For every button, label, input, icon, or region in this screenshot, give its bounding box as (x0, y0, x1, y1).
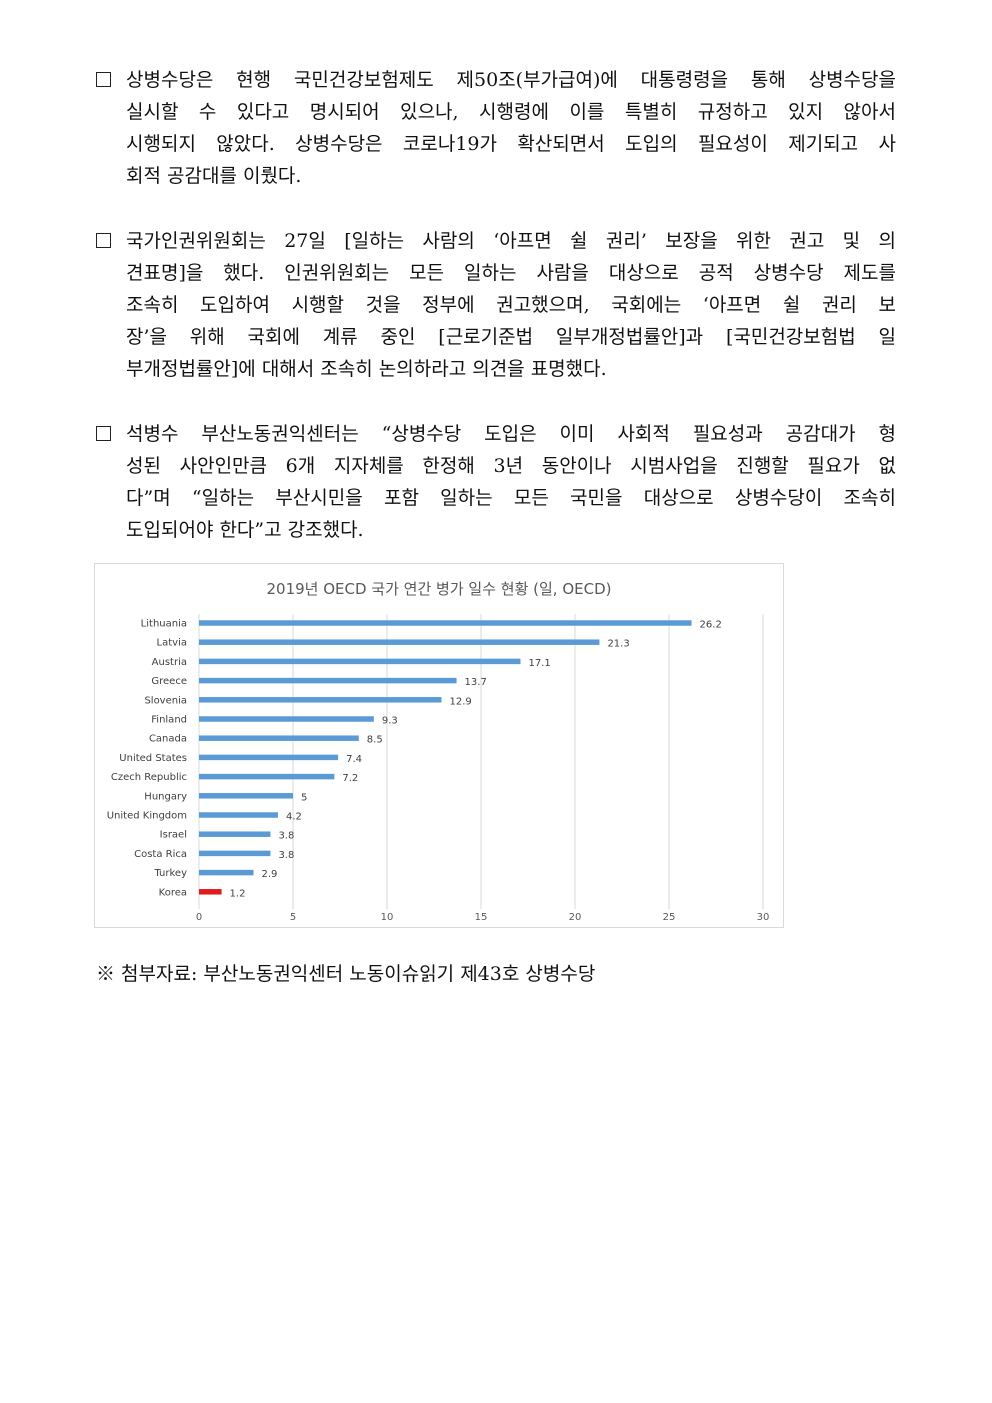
x-tick-label: 25 (663, 912, 676, 923)
data-label: 13.7 (465, 677, 487, 688)
bar (199, 735, 359, 741)
paragraph-line: 국가인권위원회는 27일 [일하는 사람의 ‘아프면 쉴 권리’ 보장을 위한 … (126, 230, 896, 252)
bar (199, 831, 271, 837)
data-label: 9.3 (382, 716, 398, 727)
chart-bars (199, 620, 692, 895)
bar (199, 773, 335, 780)
bar (199, 754, 339, 761)
paragraph-line: 시행되지 않았다. 상병수당은 코로나19가 확산되면서 도입의 필요성이 제기… (126, 133, 896, 155)
sick-leave-chart: 2019년 OECD 국가 연간 병가 일수 현황 (일, OECD) 0 5 10… (94, 563, 784, 928)
chart-canvas: 2019년 OECD 국가 연간 병가 일수 현황 (일, OECD) 0 5 10… (107, 580, 770, 924)
data-label: 7.2 (342, 773, 358, 784)
chart-title: 2019년 OECD 국가 연간 병가 일수 현황 (일, OECD) (266, 580, 611, 598)
paragraph-line: 다”며 “일하는 부산시민을 포함 일하는 모든 국민을 대상으로 상병수당이 … (126, 487, 896, 509)
bar (199, 716, 374, 722)
chart-gridlines (198, 614, 764, 909)
data-label: 2.9 (262, 869, 278, 880)
category-label: Latvia (157, 638, 187, 649)
category-label: Lithuania (141, 619, 187, 630)
paragraph-line: 석병수 부산노동권익센터는 “상병수당 도입은 이미 사회적 필요성과 공감대가… (126, 423, 896, 445)
category-label: Canada (149, 734, 187, 745)
bar (199, 620, 692, 626)
paragraph-2: 국가인권위원회는 27일 [일하는 사람의 ‘아프면 쉴 권리’ 보장을 위한 … (96, 225, 896, 385)
data-label: 5 (301, 792, 307, 803)
paragraph-line: 조속히 도입하여 시행할 것을 정부에 권고했으며, 국회에는 ‘아프면 쉴 권… (126, 294, 896, 316)
paragraph-line: 장’을 위해 국회에 계류 중인 [근로기준법 일부개정법률안]과 [국민건강보… (126, 326, 896, 348)
category-label: Finland (151, 715, 187, 726)
checkbox-bullet-icon (96, 72, 111, 87)
category-label: Israel (160, 830, 187, 841)
x-tick-label: 5 (290, 912, 296, 923)
category-label: Austria (152, 657, 187, 668)
category-label: United Kingdom (107, 811, 187, 822)
category-label: Slovenia (144, 695, 187, 706)
bar (199, 850, 271, 857)
attachment-note: ※ 첨부자료: 부산노동권익센터 노동이슈읽기 제43호 상병수당 (96, 963, 596, 985)
paragraph-line: 견표명]을 했다. 인권위원회는 모든 일하는 사람을 대상으로 공적 상병수당… (126, 262, 896, 284)
x-tick-label: 20 (569, 912, 582, 923)
paragraph-line: 실시할 수 있다고 명시되어 있으나, 시행령에 이를 특별히 규정하고 있지 … (126, 101, 896, 123)
bar (199, 677, 457, 684)
bar (199, 658, 521, 665)
category-label: Greece (151, 676, 187, 687)
data-label: 4.2 (286, 812, 302, 823)
data-label: 21.3 (607, 639, 629, 650)
checkbox-bullet-icon (96, 233, 111, 248)
bar (199, 812, 278, 818)
bar (199, 697, 442, 703)
bar (199, 889, 222, 895)
paragraph-line: 상병수당은 현행 국민건강보험제도 제50조(부가급여)에 대통령령을 통해 상… (126, 69, 896, 91)
x-tick-label: 15 (475, 912, 488, 923)
paragraph-3: 석병수 부산노동권익센터는 “상병수당 도입은 이미 사회적 필요성과 공감대가… (96, 418, 896, 546)
data-label: 12.9 (450, 696, 472, 707)
paragraph-line: 도입되어야 한다”고 강조했다. (126, 519, 364, 541)
x-tick-label: 10 (381, 912, 394, 923)
bar (199, 793, 293, 799)
paragraph-line: 부개정법률안]에 대해서 조속히 논의하라고 의견을 표명했다. (126, 358, 607, 380)
data-label: 26.2 (700, 620, 722, 631)
data-label: 17.1 (528, 658, 550, 669)
category-label: Czech Republic (111, 772, 187, 783)
chart-labels: 0 5 10 15 20 25 30 Lithuania 26.2 Latvia 21.3 Austr… (107, 619, 770, 924)
paragraph-line: 성된 사안인만큼 6개 지자체를 한정해 3년 동안이나 시범사업을 진행할 필… (126, 455, 896, 477)
data-label: 8.5 (367, 735, 383, 746)
checkbox-bullet-icon (96, 426, 111, 441)
data-label: 7.4 (346, 754, 362, 765)
data-label: 1.2 (230, 888, 246, 899)
paragraph-line: 회적 공감대를 이뤘다. (126, 165, 302, 187)
category-label: Hungary (144, 791, 187, 802)
data-label: 3.8 (278, 850, 294, 861)
x-tick-label: 0 (196, 912, 202, 923)
paragraph-1: 상병수당은 현행 국민건강보험제도 제50조(부가급여)에 대통령령을 통해 상… (96, 64, 896, 192)
category-label: Korea (159, 887, 187, 898)
category-label: Turkey (153, 868, 187, 879)
x-tick-label: 30 (757, 912, 770, 923)
category-label: Costa Rica (134, 849, 187, 860)
bar (199, 639, 600, 645)
bar (199, 869, 254, 876)
category-label: United States (119, 753, 187, 764)
data-label: 3.8 (278, 831, 294, 842)
